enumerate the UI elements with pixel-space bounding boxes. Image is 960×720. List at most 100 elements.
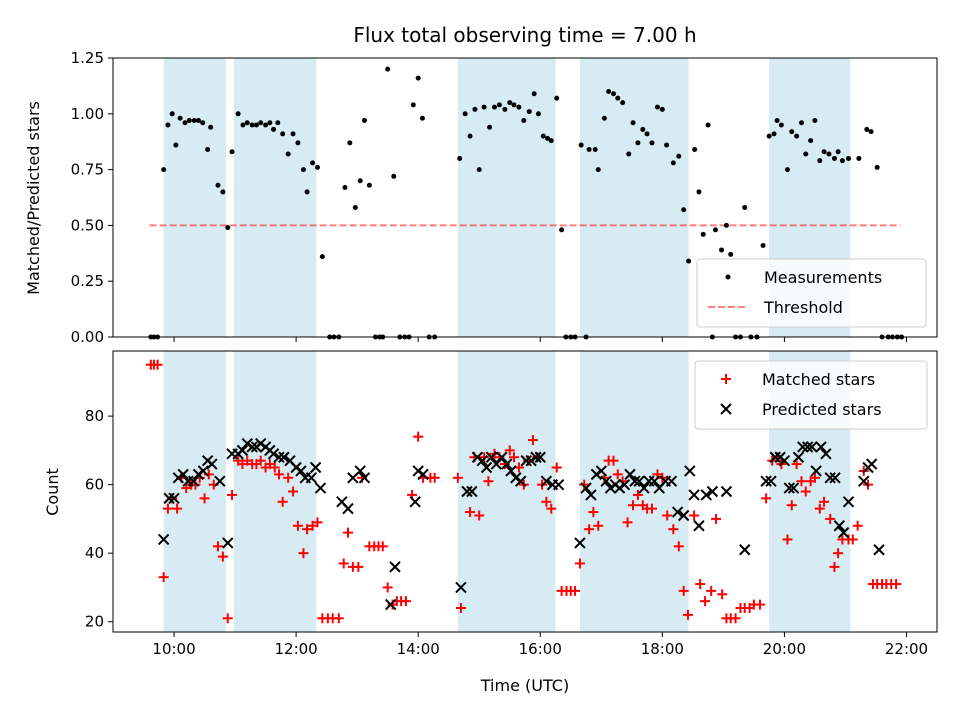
measurement-point — [314, 164, 320, 170]
predicted-point — [585, 489, 597, 501]
x-tick-label: 20:00 — [763, 640, 806, 658]
measurement-points — [148, 66, 905, 340]
matched-point — [847, 534, 858, 545]
y-tick-label: 1.25 — [71, 49, 104, 67]
matched-point — [504, 445, 515, 456]
predicted-point — [412, 465, 424, 477]
measurement-point — [681, 207, 687, 213]
predicted-point — [471, 451, 484, 463]
matched-point — [541, 496, 552, 507]
measurement-point — [521, 117, 527, 123]
legend-threshold-label: Threshold — [763, 298, 843, 317]
measurement-point — [559, 227, 565, 233]
measurement-point — [592, 147, 598, 153]
observing-band — [457, 58, 556, 337]
predicted-point — [618, 478, 631, 491]
measurement-point — [410, 102, 416, 108]
measurement-point — [540, 133, 546, 139]
predicted-point — [267, 448, 280, 460]
predicted-point — [806, 441, 818, 453]
measurement-point — [472, 106, 478, 112]
measurement-point — [635, 140, 641, 146]
predicted-point — [700, 489, 712, 501]
predicted-point — [590, 468, 603, 481]
matched-point — [786, 500, 797, 511]
predicted-point — [552, 478, 565, 491]
measurement-point — [700, 231, 706, 237]
measurement-point — [275, 120, 281, 126]
predicted-point — [815, 441, 827, 453]
measurement-point — [253, 122, 259, 128]
predicted-point — [810, 465, 822, 477]
predicted-point — [833, 520, 846, 532]
measurement-point — [630, 120, 636, 126]
chart-title: Flux total observing time = 7.00 h — [353, 23, 696, 47]
ratio-y-axis-label: Matched/Predicted stars — [24, 101, 43, 295]
legend-matched-symbol — [721, 374, 731, 384]
measurement-point — [839, 158, 845, 164]
measurement-point — [864, 126, 870, 132]
predicted-point — [778, 454, 791, 467]
predicted-point — [417, 468, 429, 481]
predicted-point — [187, 475, 200, 487]
predicted-point — [480, 461, 493, 474]
measurement-point — [601, 115, 607, 121]
matched-point — [400, 596, 411, 607]
predicted-point — [222, 537, 234, 549]
measurement-point — [280, 131, 286, 137]
x-tick-label: 12:00 — [274, 640, 317, 658]
x-tick-label: 14:00 — [397, 640, 440, 658]
measurement-point — [300, 167, 306, 173]
matched-point — [782, 534, 793, 545]
predicted-point — [505, 465, 517, 477]
matched-point — [255, 455, 266, 466]
measurement-point — [267, 120, 273, 126]
matched-point — [668, 524, 679, 535]
measurement-point — [845, 155, 851, 161]
predicted-point — [600, 475, 612, 487]
matched-point — [551, 462, 562, 473]
measurement-point — [347, 140, 353, 146]
matched-point — [570, 585, 581, 596]
measurement-point — [817, 158, 823, 164]
observing-band — [163, 351, 226, 632]
measurement-point — [760, 242, 766, 248]
predicted-point — [168, 492, 180, 505]
measurement-point — [742, 205, 748, 211]
predicted-point — [520, 454, 532, 467]
matched-point — [689, 510, 700, 521]
ratio-legend-box — [696, 258, 927, 328]
predicted-point — [873, 544, 885, 556]
measurement-point — [481, 104, 487, 110]
measurement-point — [798, 120, 804, 126]
measurement-point — [545, 135, 551, 141]
predicted-point — [515, 475, 527, 487]
y-tick-label: 40 — [85, 544, 104, 562]
measurement-point — [177, 115, 183, 121]
measurement-point — [467, 133, 473, 139]
predicted-point — [500, 458, 513, 470]
predicted-point — [389, 561, 401, 573]
measurement-point — [285, 151, 291, 157]
matched-point — [706, 585, 717, 596]
measurement-point — [670, 160, 676, 166]
predicted-point — [236, 444, 249, 457]
matched-point — [302, 524, 313, 535]
predicted-point — [765, 475, 777, 487]
measurement-point — [304, 189, 310, 195]
predicted-point — [595, 465, 608, 477]
predicted-point — [580, 482, 592, 494]
measurement-point — [249, 122, 255, 128]
matched-point — [527, 435, 538, 446]
count-legend: Matched stars Predicted stars — [694, 360, 928, 430]
measurement-point — [165, 122, 171, 128]
measurement-point — [692, 147, 698, 153]
matched-point — [277, 496, 288, 507]
matched-point — [288, 486, 299, 497]
predicted-point — [314, 482, 327, 494]
predicted-point — [342, 502, 354, 515]
measurement-point — [200, 120, 206, 126]
measurement-point — [208, 124, 214, 130]
predicted-point — [290, 461, 302, 474]
